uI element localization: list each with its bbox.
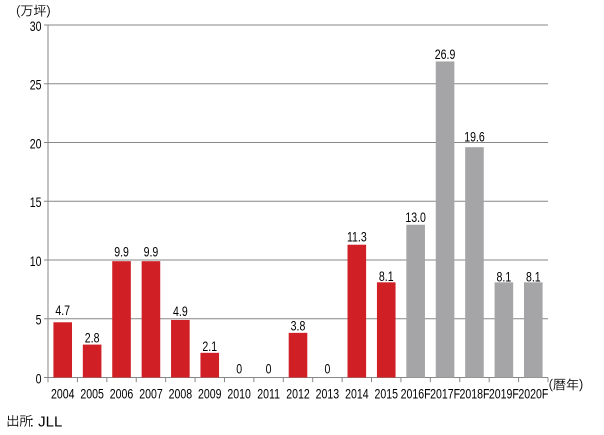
svg-text:15: 15 [30,195,42,211]
svg-text:2016F: 2016F [401,386,431,402]
svg-text:2013: 2013 [316,386,340,402]
svg-text:26.9: 26.9 [435,47,456,63]
svg-text:2.1: 2.1 [202,339,217,355]
svg-text:0: 0 [36,371,42,387]
svg-text:0: 0 [266,361,272,377]
svg-text:2007: 2007 [139,386,163,402]
svg-text:0: 0 [236,361,242,377]
svg-text:2009: 2009 [198,386,222,402]
svg-text:20: 20 [30,136,42,152]
svg-text:: JLL: : JLL [30,414,63,431]
svg-text:11.3: 11.3 [347,229,367,245]
svg-text:13.0: 13.0 [405,209,426,225]
svg-text:2020F: 2020F [518,386,548,402]
svg-text:19.6: 19.6 [464,129,485,145]
svg-text:2018F: 2018F [459,386,489,402]
svg-text:30: 30 [30,18,42,34]
svg-text:10: 10 [30,253,42,269]
svg-text:2019F: 2019F [489,386,519,402]
svg-text:2017F: 2017F [430,386,460,402]
svg-text:2006: 2006 [110,386,134,402]
svg-text:25: 25 [30,77,42,93]
svg-text:2014: 2014 [345,386,369,402]
svg-text:8.1: 8.1 [497,269,512,285]
svg-text:9.9: 9.9 [144,244,159,260]
svg-text:2015: 2015 [374,386,398,402]
svg-text:8.1: 8.1 [526,269,541,285]
svg-text:4.7: 4.7 [55,302,70,318]
svg-text:2010: 2010 [227,386,251,402]
svg-text:9.9: 9.9 [114,244,129,260]
svg-text:0: 0 [324,361,330,377]
svg-text:2011: 2011 [257,386,280,402]
svg-text:2008: 2008 [169,386,193,402]
svg-text:3.8: 3.8 [291,318,306,334]
svg-text:2.8: 2.8 [85,330,100,346]
svg-text:5: 5 [36,312,42,328]
svg-text:2012: 2012 [286,386,310,402]
svg-text:2005: 2005 [80,386,104,402]
svg-text:8.1: 8.1 [379,269,394,285]
svg-text:2004: 2004 [51,386,75,402]
svg-text:4.9: 4.9 [173,304,188,320]
